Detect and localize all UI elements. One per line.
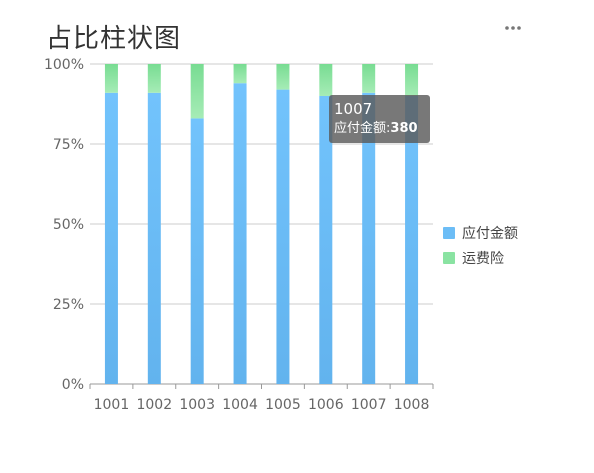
legend-swatch-series-0 (443, 226, 455, 239)
bar-1003-series-1[interactable] (190, 64, 204, 119)
tooltip-value: 380 (390, 121, 418, 136)
y-tick-label: 100% (44, 57, 84, 73)
bar-1007-series-1[interactable] (362, 64, 376, 93)
bar-1001-series-1[interactable] (104, 64, 118, 93)
bar-1002-series-1[interactable] (147, 64, 161, 93)
y-tick-label: 75% (53, 137, 84, 153)
chart-tooltip: 1007 应付金额:380 (329, 95, 430, 143)
x-tick-label: 1003 (179, 397, 215, 413)
x-tick-label: 1008 (394, 397, 430, 413)
bar-1001-series-0[interactable] (104, 92, 118, 385)
y-tick-label: 25% (53, 297, 84, 313)
bar-1007-series-0[interactable] (362, 92, 376, 385)
tooltip-series-name: 应付金额 (334, 121, 387, 136)
y-tick-label: 50% (53, 217, 84, 233)
x-tick-label: 1002 (136, 397, 172, 413)
bar-1004-series-1[interactable] (233, 64, 247, 84)
bar-1006-series-0[interactable] (319, 96, 333, 384)
bar-1008-series-0[interactable] (405, 96, 419, 384)
bar-1002-series-0[interactable] (147, 92, 161, 385)
bar-1005-series-1[interactable] (276, 64, 290, 90)
bar-1004-series-0[interactable] (233, 83, 247, 384)
bar-1003-series-0[interactable] (190, 118, 204, 385)
chart-legend: 应付金额 运费险 (443, 220, 518, 270)
legend-label-series-1: 运费险 (462, 250, 504, 267)
x-tick-label: 1004 (222, 397, 258, 413)
legend-label-series-0: 应付金额 (462, 225, 518, 242)
bar-1008-series-1[interactable] (405, 64, 419, 96)
legend-swatch-series-1 (443, 251, 455, 264)
legend-item-series-0[interactable]: 应付金额 (443, 220, 518, 245)
tooltip-row: 应付金额:380 (334, 121, 418, 136)
x-tick-label: 1005 (265, 397, 301, 413)
chart-title: 占比柱状图 (46, 24, 182, 54)
tooltip-category: 1007 (334, 100, 373, 118)
x-tick-label: 1007 (351, 397, 387, 413)
more-options-icon[interactable] (502, 18, 524, 38)
x-tick-label: 1006 (308, 397, 344, 413)
x-tick-label: 1001 (94, 397, 130, 413)
y-tick-label: 0% (62, 377, 84, 393)
bar-1005-series-0[interactable] (276, 89, 290, 384)
bar-1006-series-1[interactable] (319, 64, 333, 96)
legend-item-series-1[interactable]: 运费险 (443, 245, 518, 270)
